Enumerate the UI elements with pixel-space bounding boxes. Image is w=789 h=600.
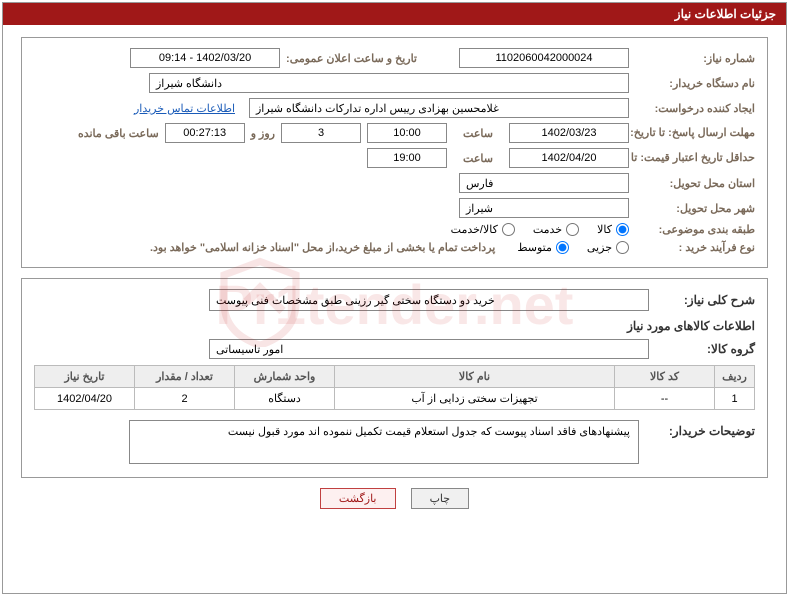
radio-service[interactable]: خدمت (533, 223, 579, 236)
radio-goods[interactable]: کالا (597, 223, 629, 236)
td-date: 1402/04/20 (35, 388, 135, 410)
time-label-1: ساعت (453, 127, 503, 140)
td-qty: 2 (135, 388, 235, 410)
reply-time-field: 10:00 (367, 123, 447, 143)
radio-small-input[interactable] (616, 241, 629, 254)
city-field: شیراز (459, 198, 629, 218)
info-frame: شماره نیاز: 1102060042000024 تاریخ و ساع… (21, 37, 768, 268)
back-button[interactable]: بازگشت (320, 488, 396, 509)
td-row: 1 (715, 388, 755, 410)
td-code: -- (615, 388, 715, 410)
category-label: طبقه بندی موضوعی: (635, 223, 755, 236)
td-name: تجهیزات سختی زدایی از آب (335, 388, 615, 410)
content-area: Pr1tender.net شماره نیاز: 11020600420000… (3, 25, 786, 517)
contact-link[interactable]: اطلاعات تماس خریدار (134, 102, 235, 115)
requester-field: غلامحسین بهزادی رییس اداره تدارکات دانشگ… (249, 98, 629, 118)
radio-both-input[interactable] (502, 223, 515, 236)
reply-deadline-label: مهلت ارسال پاسخ: تا تاریخ: (635, 126, 755, 140)
time-label-2: ساعت (453, 152, 503, 165)
radio-both[interactable]: کالا/خدمت (451, 223, 515, 236)
buyer-org-field: دانشگاه شیراز (149, 73, 629, 93)
th-date: تاریخ نیاز (35, 366, 135, 388)
days-field: 3 (281, 123, 361, 143)
buyer-notes-box: پیشنهادهای فاقد اسناد پیوست که جدول استع… (129, 420, 639, 464)
province-field: فارس (459, 173, 629, 193)
radio-medium[interactable]: متوسط (517, 241, 569, 254)
radio-small[interactable]: جزیی (587, 241, 629, 254)
process-radio-group: جزیی متوسط (517, 241, 629, 254)
table-row: 1 -- تجهیزات سختی زدایی از آب دستگاه 2 1… (35, 388, 755, 410)
buyer-notes-label: توضیحات خریدار: (645, 420, 755, 438)
price-valid-time-field: 19:00 (367, 148, 447, 168)
th-code: کد کالا (615, 366, 715, 388)
process-label: نوع فرآیند خرید : (635, 241, 755, 254)
print-button[interactable]: چاپ (411, 488, 470, 509)
city-label: شهر محل تحویل: (635, 202, 755, 215)
reply-date-field: 1402/03/23 (509, 123, 629, 143)
announce-field: 1402/03/20 - 09:14 (130, 48, 280, 68)
province-label: استان محل تحویل: (635, 177, 755, 190)
page-border: جزئیات اطلاعات نیاز Pr1tender.net شماره … (2, 2, 787, 594)
process-note: پرداخت تمام یا بخشی از مبلغ خرید،از محل … (150, 241, 495, 254)
need-no-field: 1102060042000024 (459, 48, 629, 68)
td-unit: دستگاه (235, 388, 335, 410)
th-row: ردیف (715, 366, 755, 388)
group-label: گروه کالا: (655, 342, 755, 356)
summary-field: خرید دو دستگاه سختی گیر رزینی طبق مشخصات… (209, 289, 649, 311)
price-valid-date-field: 1402/04/20 (509, 148, 629, 168)
th-qty: تعداد / مقدار (135, 366, 235, 388)
details-frame: شرح کلی نیاز: خرید دو دستگاه سختی گیر رز… (21, 278, 768, 478)
goods-section-title: اطلاعات کالاهای مورد نیاز (34, 319, 755, 333)
need-no-label: شماره نیاز: (635, 52, 755, 65)
summary-label: شرح کلی نیاز: (655, 293, 755, 307)
radio-service-input[interactable] (566, 223, 579, 236)
days-and-label: روز و (251, 127, 275, 140)
countdown-field: 00:27:13 (165, 123, 245, 143)
price-valid-label: حداقل تاریخ اعتبار قیمت: تا تاریخ: (635, 151, 755, 165)
radio-goods-input[interactable] (616, 223, 629, 236)
th-unit: واحد شمارش (235, 366, 335, 388)
remaining-label: ساعت باقی مانده (78, 127, 159, 140)
header-bar: جزئیات اطلاعات نیاز (3, 3, 786, 25)
category-radio-group: کالا خدمت کالا/خدمت (451, 223, 629, 236)
goods-table: ردیف کد کالا نام کالا واحد شمارش تعداد /… (34, 365, 755, 410)
th-name: نام کالا (335, 366, 615, 388)
announce-label: تاریخ و ساعت اعلان عمومی: (286, 52, 417, 65)
requester-label: ایجاد کننده درخواست: (635, 102, 755, 115)
header-title: جزئیات اطلاعات نیاز (675, 7, 776, 21)
group-field: امور تاسیساتی (209, 339, 649, 359)
radio-medium-input[interactable] (556, 241, 569, 254)
buyer-org-label: نام دستگاه خریدار: (635, 77, 755, 90)
table-header-row: ردیف کد کالا نام کالا واحد شمارش تعداد /… (35, 366, 755, 388)
buttons-row: چاپ بازگشت (21, 488, 768, 509)
